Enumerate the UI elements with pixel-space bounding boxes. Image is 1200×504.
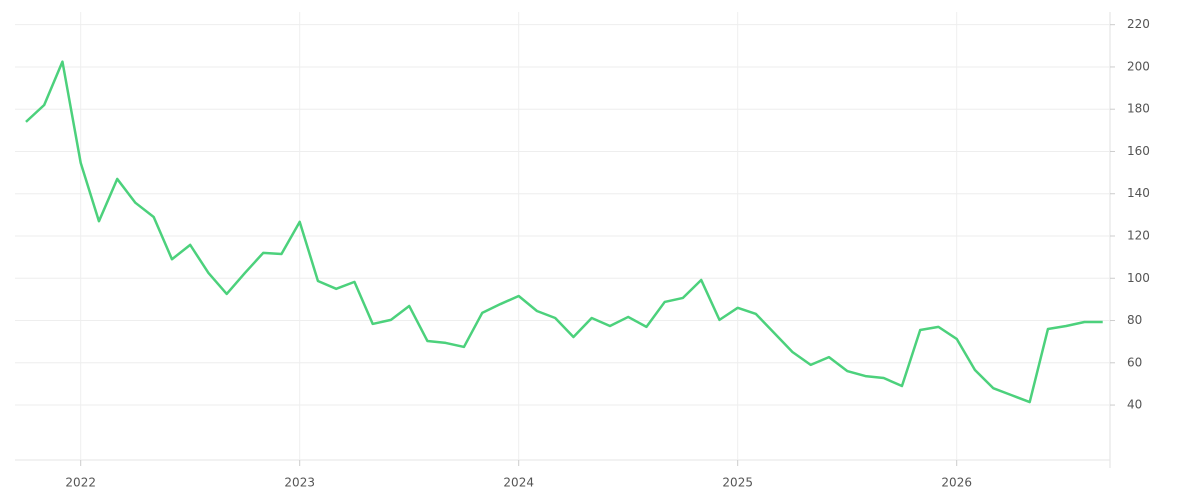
- x-tick-label: 2023: [284, 476, 315, 490]
- y-tick-label: 140: [1127, 186, 1150, 200]
- data-line: [25, 60, 1103, 404]
- x-tick-label: 2022: [65, 476, 96, 490]
- y-tick-label: 200: [1127, 59, 1150, 73]
- y-tick-label: 80: [1127, 313, 1142, 327]
- y-tick-label: 120: [1127, 229, 1150, 243]
- y-tick-label: 100: [1127, 271, 1150, 285]
- y-tick-label: 40: [1127, 398, 1142, 412]
- y-tick-label: 180: [1127, 102, 1150, 116]
- x-tick-label: 2026: [941, 476, 972, 490]
- x-tick-label: 2025: [722, 476, 753, 490]
- x-tick-label: 2024: [503, 476, 534, 490]
- y-tick-label: 60: [1127, 355, 1142, 369]
- y-tick-label: 220: [1127, 17, 1150, 31]
- y-tick-label: 160: [1127, 144, 1150, 158]
